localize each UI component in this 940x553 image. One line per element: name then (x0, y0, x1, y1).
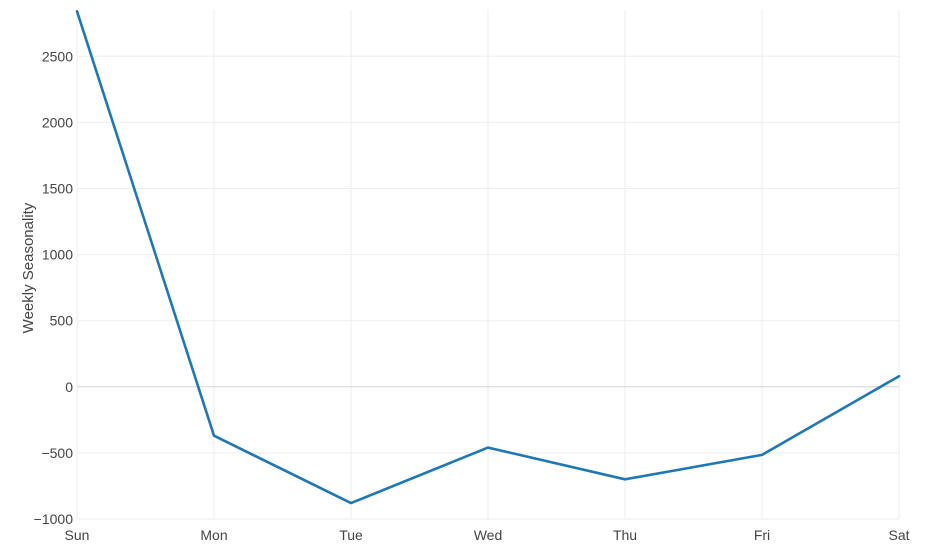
y-tick-label: 0 (65, 379, 73, 395)
x-tick-label: Thu (613, 527, 637, 543)
y-tick-label: 1000 (42, 247, 73, 263)
y-axis-title: Weekly Seasonality (20, 202, 37, 333)
x-tick-label: Sat (888, 527, 909, 543)
y-tick-label: 500 (50, 313, 74, 329)
y-tick-label: 2500 (42, 48, 73, 64)
x-tick-label: Sun (65, 527, 90, 543)
y-tick-label: −1000 (34, 511, 74, 527)
y-tick-label: −500 (41, 445, 73, 461)
series-layer (75, 10, 901, 505)
x-tick-label: Wed (474, 527, 503, 543)
gridlines (76, 10, 900, 520)
x-tick-label: Fri (754, 527, 770, 543)
x-tick-label: Mon (200, 527, 227, 543)
tick-labels: Sun Mon Tue Wed Thu Fri Sat −1000 −500 0 500 1000 15… (34, 48, 910, 543)
y-tick-label: 1500 (42, 180, 73, 196)
y-tick-label: 2000 (42, 114, 73, 130)
x-tick-label: Tue (339, 527, 363, 543)
